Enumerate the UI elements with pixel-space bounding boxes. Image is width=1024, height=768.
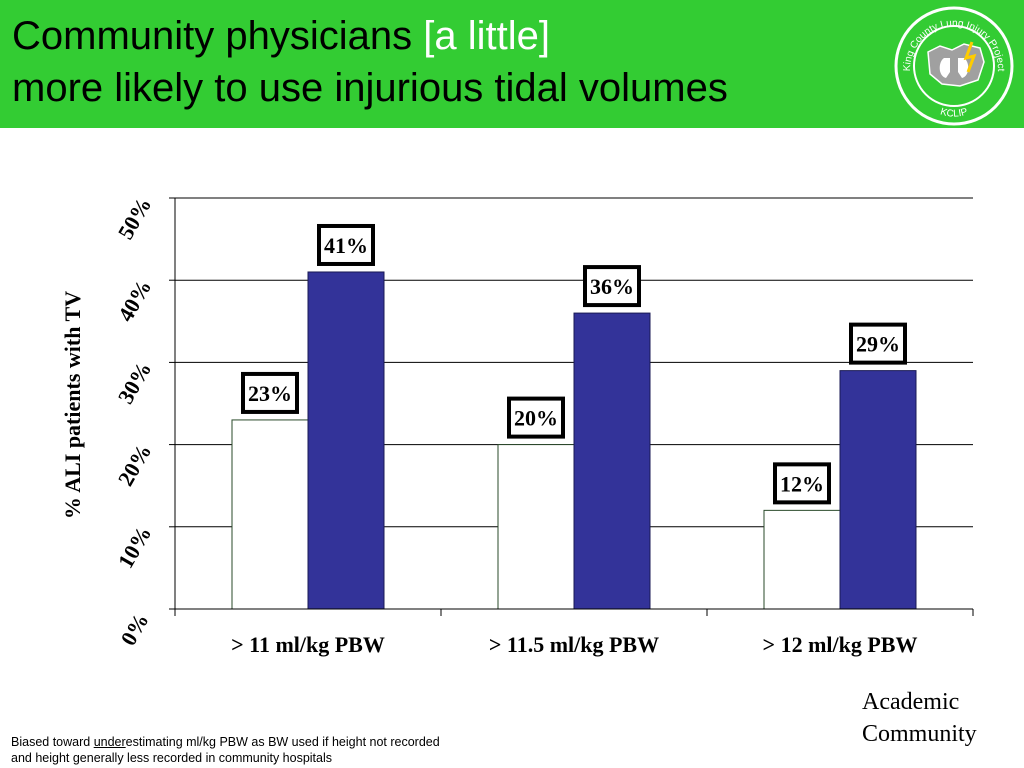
legend-item-community: Community: [862, 721, 977, 747]
y-tick-label: 30%: [113, 357, 157, 408]
slide-title: Community physicians [a little] more lik…: [12, 10, 728, 114]
logo-text-bottom: KCLIP: [939, 106, 969, 119]
x-tick-label: > 12 ml/kg PBW: [763, 632, 918, 657]
y-axis-label: % ALI patients with TV: [60, 291, 85, 519]
footnote-line-2: and height generally less recorded in co…: [11, 751, 333, 765]
data-label: 20%: [507, 396, 565, 439]
x-tick-label: > 11.5 ml/kg PBW: [489, 632, 659, 657]
data-labels: 23% 41% 20% 36% 12% 29%: [241, 223, 907, 505]
bar-community: [839, 370, 917, 610]
x-tick-labels: > 11 ml/kg PBW > 11.5 ml/kg PBW > 12 ml/kg…: [231, 632, 917, 657]
logo-ring: [894, 6, 1014, 126]
legend-item-academic: Academic: [862, 689, 960, 715]
title-highlight: [a little]: [423, 14, 550, 58]
title-line-2: more likely to use injurious tidal volum…: [12, 66, 728, 110]
data-label-box: [241, 371, 299, 414]
title-banner: Community physicians [a little] more lik…: [0, 0, 1024, 128]
data-label: 41%: [317, 223, 375, 266]
data-label-box: [773, 462, 831, 505]
y-tick-label: 0%: [115, 609, 153, 650]
footnote: Biased toward underestimating ml/kg PBW …: [11, 734, 440, 766]
data-label-box: [583, 265, 641, 308]
bar-academic: [497, 444, 575, 610]
footnote-text-1: Biased toward: [11, 735, 94, 749]
bar-academic: [231, 419, 309, 610]
y-tick-label: 40%: [113, 275, 157, 326]
data-label-text: 29%: [856, 332, 900, 357]
y-tick-label: 20%: [113, 440, 157, 491]
data-label-text: 41%: [324, 233, 368, 258]
data-label: 23%: [241, 371, 299, 414]
y-tick-labels: 0% 10% 20% 30% 40% 50%: [113, 193, 157, 650]
data-label: 36%: [583, 265, 641, 308]
title-text: Community physicians: [12, 14, 424, 58]
lightning-icon: [963, 41, 977, 73]
logo-inner-ring: [913, 25, 995, 107]
kclip-logo: King County Lung Injury Project KCLIP: [894, 6, 1014, 126]
bar-community: [573, 312, 651, 610]
data-label-text: 20%: [514, 406, 558, 431]
legend: Academic Community: [862, 686, 977, 750]
data-label-text: 12%: [780, 471, 824, 496]
data-label-box: [317, 223, 375, 266]
county-map-icon: [927, 43, 985, 87]
data-label-box: [849, 322, 907, 365]
data-label: 29%: [849, 322, 907, 365]
y-tick-label: 50%: [113, 193, 157, 244]
y-tick-label: 10%: [113, 522, 157, 573]
data-label: 12%: [773, 462, 831, 505]
footnote-text-2: estimating ml/kg PBW as BW used if heigh…: [125, 735, 440, 749]
axes: [169, 197, 974, 616]
data-label-box: [507, 396, 565, 439]
x-tick-label: > 11 ml/kg PBW: [231, 632, 385, 657]
lungs-icon: [939, 58, 969, 78]
bar-academic: [763, 509, 841, 610]
data-label-text: 23%: [248, 381, 292, 406]
bars: [231, 271, 917, 610]
data-label-text: 36%: [590, 274, 634, 299]
bar-community: [307, 271, 385, 610]
footnote-underlined: under: [93, 735, 126, 749]
